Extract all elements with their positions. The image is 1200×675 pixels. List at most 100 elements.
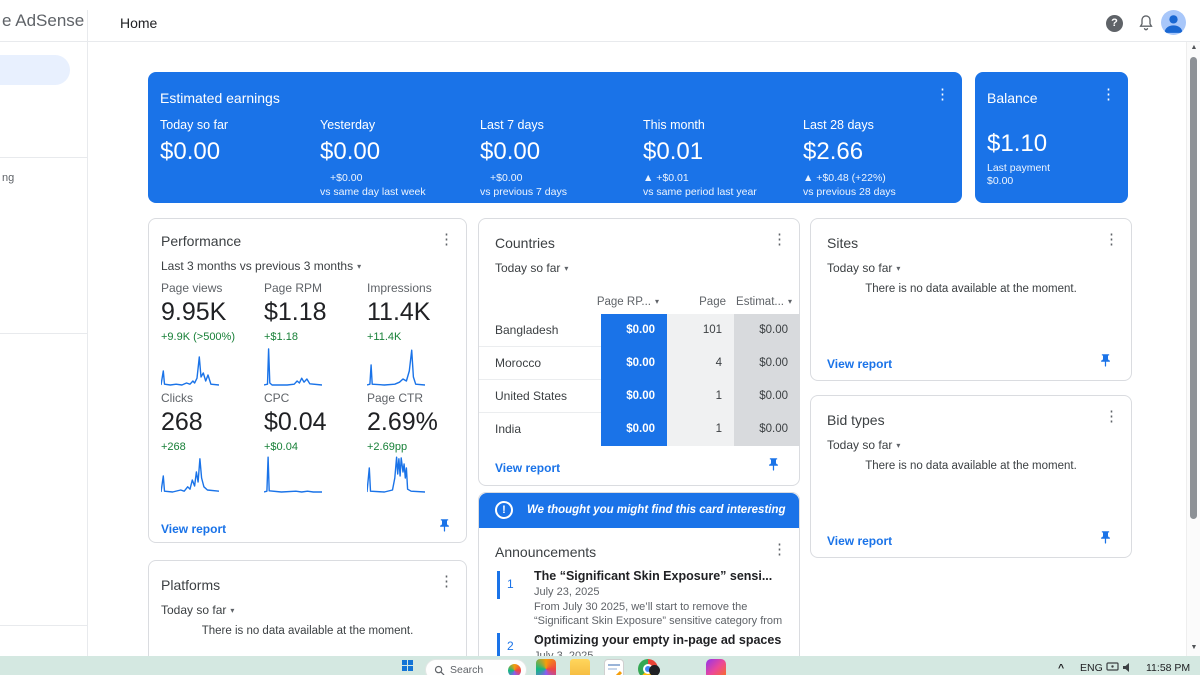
document-app-icon[interactable]: [604, 659, 624, 675]
page-scrollbar[interactable]: ▲ ▼: [1186, 42, 1200, 656]
sidebar-divider: [87, 10, 88, 656]
card-title: Countries: [495, 235, 555, 251]
country-row-label: Morocco: [479, 347, 601, 380]
pin-icon[interactable]: [1098, 530, 1113, 545]
date-range-filter[interactable]: Today so far ▾: [495, 261, 569, 275]
pin-icon[interactable]: [1098, 353, 1113, 368]
metric-label: Page RPM: [264, 281, 323, 295]
announcement-date: July 23, 2025: [534, 586, 600, 598]
countries-card: Countries ⋮ Today so far ▾ Page RP... ▾ Pa…: [478, 218, 800, 486]
table-column-page-views: 101 4 1 1: [667, 314, 734, 446]
taskbar-app-icon[interactable]: [706, 659, 726, 675]
kebab-menu-icon[interactable]: ⋮: [772, 541, 787, 558]
country-row-label: United States: [479, 380, 601, 413]
account-avatar[interactable]: [1161, 10, 1186, 35]
cell-value: $0.00: [626, 390, 655, 402]
card-title: Estimated earnings: [160, 90, 280, 106]
help-icon[interactable]: ?: [1106, 15, 1123, 32]
view-report-link[interactable]: View report: [495, 461, 561, 475]
announcement-item[interactable]: The “Significant Skin Exposure” sensi...…: [534, 569, 792, 642]
balance-card: Balance ⋮ $1.10 Last payment $0.00: [975, 72, 1128, 203]
kebab-menu-icon[interactable]: ⋮: [772, 231, 787, 248]
metric-label: This month: [643, 118, 705, 132]
scroll-down-icon[interactable]: ▼: [1190, 644, 1198, 651]
sparkline-clicks: [161, 458, 219, 493]
cell-value: 1: [715, 390, 722, 402]
date-range-filter[interactable]: Today so far ▾: [827, 261, 901, 275]
kebab-menu-icon[interactable]: ⋮: [1104, 408, 1119, 425]
metric-label: Today so far: [160, 118, 229, 132]
kebab-menu-icon[interactable]: ⋮: [1101, 86, 1116, 103]
announcements-card: ! We thought you might find this card in…: [478, 492, 800, 670]
column-header-page-rpm[interactable]: Page RP... ▾: [596, 296, 659, 308]
view-report-link[interactable]: View report: [161, 522, 227, 536]
profile-badge: [649, 665, 660, 675]
scroll-up-icon[interactable]: ▲: [1190, 44, 1198, 51]
metric-delta: +$0.00: [490, 172, 523, 184]
card-title: Bid types: [827, 412, 885, 428]
kebab-menu-icon[interactable]: ⋮: [439, 231, 454, 248]
date-range-filter[interactable]: Today so far ▾: [161, 603, 235, 617]
pin-icon[interactable]: [437, 518, 452, 533]
search-placeholder: Search: [450, 664, 484, 675]
metric-delta: +268: [161, 441, 186, 453]
view-report-link[interactable]: View report: [827, 357, 893, 371]
metric-delta: +$1.18: [264, 331, 298, 343]
taskbar-search-box[interactable]: Search: [425, 659, 527, 675]
announcement-marker: [497, 633, 500, 661]
column-header-estimated[interactable]: Estimat... ▾: [736, 296, 792, 308]
metric-label: Last 7 days: [480, 118, 544, 132]
notifications-bell-icon[interactable]: [1136, 13, 1156, 33]
appbar-divider: [0, 41, 1200, 42]
kebab-menu-icon[interactable]: ⋮: [439, 573, 454, 590]
card-title: Announcements: [495, 544, 597, 560]
metric-label: Last 28 days: [803, 118, 874, 132]
taskbar-app-icon[interactable]: [536, 659, 556, 675]
metric-value: $0.00: [160, 138, 221, 165]
view-report-link[interactable]: View report: [827, 534, 893, 548]
metric-compare: vs same day last week: [320, 186, 426, 198]
clock[interactable]: 11:58 PM: [1146, 662, 1191, 674]
announcement-title[interactable]: Optimizing your empty in-page ad spaces: [534, 633, 782, 647]
performance-metric: Page RPM $1.18 +$1.18: [264, 281, 364, 343]
cell-value: 1: [715, 423, 722, 435]
metric-compare: vs previous 28 days: [803, 186, 896, 198]
file-explorer-icon[interactable]: [570, 659, 590, 675]
announcement-number: 2: [507, 639, 514, 653]
language-indicator[interactable]: ENG: [1080, 662, 1103, 674]
chevron-down-icon: ▾: [230, 606, 235, 615]
kebab-menu-icon[interactable]: ⋮: [935, 86, 950, 103]
performance-metric: Page views 9.95K +9.9K (>500%): [161, 281, 261, 343]
no-data-message: There is no data available at the moment…: [865, 460, 1077, 472]
adsense-logo[interactable]: e AdSense: [2, 11, 85, 30]
tray-chevron-icon[interactable]: ^: [1058, 662, 1065, 674]
start-button[interactable]: [402, 660, 413, 671]
table-column-estimated: $0.00 $0.00 $0.00 $0.00: [734, 314, 800, 446]
performance-metric: CPC $0.04 +$0.04: [264, 391, 364, 453]
card-title: Platforms: [161, 577, 221, 593]
date-range-filter[interactable]: Today so far ▾: [827, 438, 901, 452]
date-range-filter[interactable]: Last 3 months vs previous 3 months ▾: [161, 259, 362, 273]
kebab-menu-icon[interactable]: ⋮: [1104, 231, 1119, 248]
metric-value: $0.00: [480, 138, 541, 165]
balance-value: $1.10: [987, 130, 1048, 157]
country-row-label: Bangladesh: [479, 314, 601, 347]
windows-taskbar: Search ^ ENG 11:58 PM: [0, 656, 1200, 675]
nav-home-title[interactable]: Home: [120, 15, 158, 31]
metric-value: 2.69%: [367, 408, 438, 436]
network-volume-icons[interactable]: [1106, 662, 1134, 673]
chrome-profile1-icon[interactable]: [638, 659, 660, 675]
scrollbar-thumb[interactable]: [1190, 57, 1197, 519]
sparkline-cpc: [264, 456, 322, 493]
sparkline-page-ctr: [367, 456, 425, 493]
cell-value: $0.00: [759, 324, 788, 336]
last-payment-value: $0.00: [987, 175, 1014, 187]
sidebar-item-label[interactable]: ng: [2, 172, 15, 184]
column-header-page-views[interactable]: Page vie...▾: [667, 291, 734, 330]
announcement-title[interactable]: The “Significant Skin Exposure” sensi...: [534, 569, 773, 583]
earnings-metric: Last 28 days $2.66 ▲ +$0.48 (+22%) vs pr…: [803, 118, 961, 198]
performance-metric: Impressions 11.4K +11.4K: [367, 281, 467, 343]
announcement-number: 1: [507, 577, 514, 591]
pin-icon[interactable]: [766, 457, 781, 472]
sidebar-selected-item[interactable]: [0, 55, 70, 85]
